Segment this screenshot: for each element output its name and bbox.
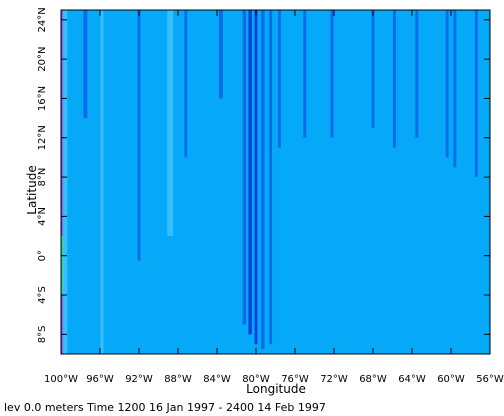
- y-tick-label-3: 4°N: [37, 207, 48, 226]
- x-tick-label-11: 56°W: [476, 374, 504, 385]
- y-tick-label-4: 8°N: [37, 168, 48, 187]
- streak-7: [242, 10, 247, 325]
- x-tick-label-9: 64°W: [398, 374, 426, 385]
- x-tick-label-4: 84°W: [203, 374, 231, 385]
- y-tick-label-1: 4°S: [37, 286, 48, 304]
- streak-14: [330, 10, 334, 138]
- streak-18: [445, 10, 449, 158]
- streak-19: [453, 10, 457, 168]
- y-tick-label-0: 8°S: [37, 325, 48, 343]
- streak-20: [474, 10, 478, 178]
- field-streaks: [62, 10, 478, 354]
- y-tick-label-7: 20°N: [37, 47, 48, 72]
- streak-17: [415, 10, 419, 138]
- plot-frame: [60, 9, 491, 355]
- streak-12: [277, 10, 281, 148]
- time-range-caption: lev 0.0 meters Time 1200 16 Jan 1997 - 2…: [4, 401, 326, 414]
- x-tick-label-10: 60°W: [437, 374, 465, 385]
- x-tick-label-8: 68°W: [359, 374, 387, 385]
- x-tick-label-0: 100°W: [44, 374, 78, 385]
- streak-13: [303, 10, 307, 138]
- plot-border: [60, 9, 491, 355]
- x-tick-label-2: 92°W: [125, 374, 153, 385]
- x-axis-ticks: 100°W 96°W 92°W 88°W 84°W 80°W 76°W 72°W 68°W 64°…: [44, 10, 504, 385]
- x-tick-label-5: 80°W: [242, 374, 270, 385]
- streak-6: [218, 10, 223, 99]
- streak-5: [184, 10, 188, 158]
- y-axis-ticks: 8°S 4°S 0° 4°N 8°N 12°N 16°N 20°N 24°N: [37, 7, 490, 343]
- x-axis-label: Longitude: [246, 382, 306, 396]
- streak-11: [269, 10, 273, 345]
- y-tick-label-8: 24°N: [37, 7, 48, 32]
- y-tick-label-5: 12°N: [37, 125, 48, 150]
- streak-1: [83, 10, 88, 119]
- y-axis-label: Latitude: [25, 165, 39, 214]
- streak-2: [100, 10, 104, 354]
- streak-8: [248, 10, 252, 335]
- x-tick-label-3: 88°W: [164, 374, 192, 385]
- x-tick-label-7: 72°W: [320, 374, 348, 385]
- streak-9: [254, 10, 258, 345]
- streak-3: [137, 10, 141, 261]
- streak-4: [167, 10, 174, 237]
- x-tick-label-6: 76°W: [281, 374, 309, 385]
- y-tick-label-6: 16°N: [37, 86, 48, 111]
- streak-10: [261, 10, 265, 350]
- field-background: [61, 10, 490, 354]
- streak-0: [62, 10, 68, 354]
- y-tick-label-2: 0°: [37, 250, 48, 261]
- streak-16: [392, 10, 396, 148]
- x-tick-label-1: 96°W: [86, 374, 114, 385]
- plot-area: [61, 10, 490, 354]
- streak-15: [371, 10, 375, 128]
